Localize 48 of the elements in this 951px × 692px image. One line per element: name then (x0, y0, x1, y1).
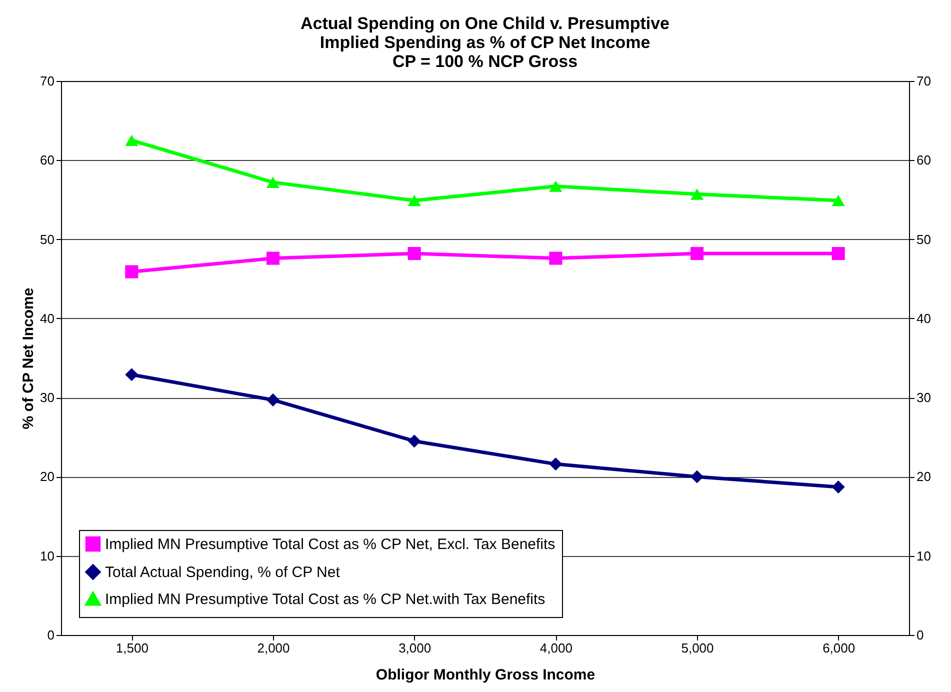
y-tick-label: 50 (40, 232, 54, 247)
x-tick-label: 2,000 (257, 640, 290, 656)
point (832, 194, 845, 206)
y-tick-label: 30 (40, 390, 54, 406)
x-tick-label: 5,000 (681, 640, 714, 656)
y-tick-label: 40 (40, 310, 54, 326)
point (125, 368, 138, 382)
y2-tick-label: 70 (916, 74, 931, 88)
point (690, 470, 704, 484)
point (832, 480, 845, 494)
text: Actual Spending on One Child v. Presumptive (300, 14, 670, 33)
point (125, 265, 138, 278)
text: CP = 100 % NCP Gross (392, 52, 578, 71)
point (690, 188, 704, 200)
y2-tick-label: 20 (916, 469, 931, 484)
y-axis-title: % of CP Net Income (20, 288, 38, 430)
y-tick-label: 0 (47, 628, 54, 642)
y-tick-label: 60 (40, 152, 54, 168)
legend-label: Total Actual Spending, % of CP Net (105, 564, 341, 581)
x-tick-label: 1,500 (116, 640, 148, 656)
legend-label: Implied MN Presumptive Total Cost as % CP Net, Excl. Tax Benefits (105, 536, 556, 553)
point (549, 458, 562, 471)
y2-tick-label: 30 (916, 390, 931, 406)
y2-tick-label: 50 (916, 232, 931, 247)
point (690, 247, 704, 260)
text: Implied Spending as % of CP Net Income (320, 33, 650, 52)
x-tick-label: 4,000 (540, 640, 572, 656)
y2-tick-label: 0 (916, 628, 924, 642)
x-axis-title: Obligor Monthly Gross Income (376, 666, 596, 684)
point (125, 134, 138, 146)
x-tick-label: 3,000 (398, 640, 432, 656)
point (408, 434, 421, 448)
y-tick-label: 20 (40, 469, 54, 484)
point (549, 252, 562, 265)
point (408, 247, 421, 260)
x-tick-label: 6,000 (822, 640, 856, 656)
point (408, 194, 421, 206)
y2-tick-label: 60 (916, 152, 931, 168)
legend-label: Implied MN Presumptive Total Cost as % CP Net.with Tax Benefits (105, 591, 546, 608)
point (266, 252, 280, 265)
y-tick-label: 10 (40, 548, 54, 564)
point (549, 180, 562, 192)
point (832, 247, 845, 260)
point (266, 393, 280, 406)
y2-tick-label: 10 (916, 548, 931, 564)
y2-tick-label: 40 (916, 310, 931, 326)
point (266, 176, 280, 188)
y-tick-label: 70 (40, 74, 54, 88)
